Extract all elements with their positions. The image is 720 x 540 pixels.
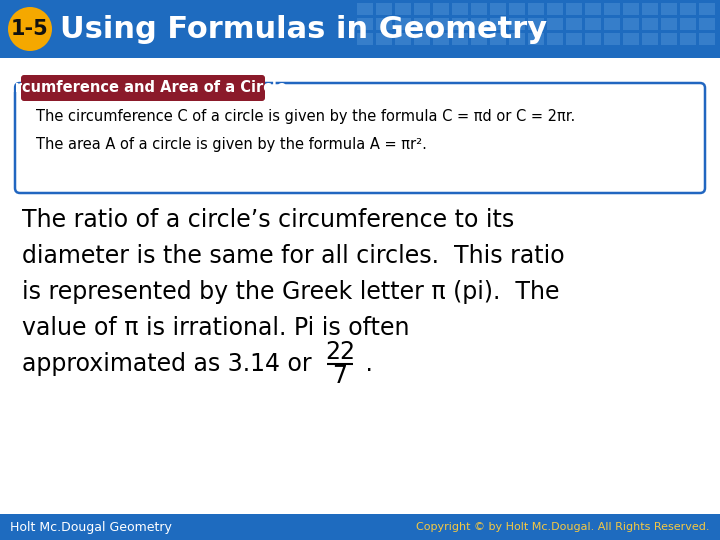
Bar — [528, 3, 544, 15]
Bar — [414, 33, 430, 45]
Bar — [509, 18, 525, 30]
Bar — [566, 33, 582, 45]
Bar — [680, 33, 696, 45]
Bar — [623, 33, 639, 45]
Bar — [661, 33, 677, 45]
Text: is represented by the Greek letter π (pi).  The: is represented by the Greek letter π (pi… — [22, 280, 559, 304]
Bar — [642, 3, 658, 15]
Bar — [490, 3, 506, 15]
Bar — [547, 18, 563, 30]
Bar — [604, 18, 620, 30]
Bar — [376, 33, 392, 45]
Bar — [547, 3, 563, 15]
Bar — [357, 33, 373, 45]
Bar — [395, 33, 411, 45]
Bar — [528, 33, 544, 45]
Text: .: . — [358, 352, 373, 376]
Text: diameter is the same for all circles.  This ratio: diameter is the same for all circles. Th… — [22, 244, 564, 268]
Text: 22: 22 — [325, 340, 355, 364]
Bar — [376, 18, 392, 30]
Bar — [566, 3, 582, 15]
Text: The area A of a circle is given by the formula A = πr².: The area A of a circle is given by the f… — [36, 137, 427, 152]
FancyBboxPatch shape — [21, 75, 265, 101]
Text: The ratio of a circle’s circumference to its: The ratio of a circle’s circumference to… — [22, 208, 514, 232]
Text: Using Formulas in Geometry: Using Formulas in Geometry — [60, 15, 547, 44]
Bar — [680, 18, 696, 30]
Bar — [471, 3, 487, 15]
Bar — [623, 18, 639, 30]
Bar — [623, 3, 639, 15]
Bar — [0, 514, 720, 540]
Bar — [395, 18, 411, 30]
FancyBboxPatch shape — [15, 83, 705, 193]
Text: The circumference C of a circle is given by the formula C = πd or C = 2πr.: The circumference C of a circle is given… — [36, 109, 575, 124]
Bar — [376, 3, 392, 15]
Text: 1-5: 1-5 — [11, 19, 49, 39]
Bar — [471, 33, 487, 45]
Bar — [414, 3, 430, 15]
Bar — [699, 18, 715, 30]
Bar — [699, 33, 715, 45]
Bar — [661, 18, 677, 30]
Bar — [604, 33, 620, 45]
Bar — [490, 18, 506, 30]
Bar — [604, 3, 620, 15]
Bar — [452, 18, 468, 30]
Text: Holt Mc.Dougal Geometry: Holt Mc.Dougal Geometry — [10, 521, 172, 534]
Bar — [471, 18, 487, 30]
Text: Copyright © by Holt Mc.Dougal. All Rights Reserved.: Copyright © by Holt Mc.Dougal. All Right… — [416, 522, 710, 532]
Bar — [414, 18, 430, 30]
Bar — [433, 33, 449, 45]
Bar — [357, 3, 373, 15]
Bar — [680, 3, 696, 15]
Text: approximated as 3.14 or: approximated as 3.14 or — [22, 352, 312, 376]
Bar — [661, 3, 677, 15]
Text: Circumference and Area of a Circle: Circumference and Area of a Circle — [0, 80, 287, 96]
Bar — [699, 3, 715, 15]
Bar — [509, 33, 525, 45]
Bar — [509, 3, 525, 15]
Bar — [395, 3, 411, 15]
Bar — [528, 18, 544, 30]
Bar — [585, 33, 601, 45]
Bar — [452, 33, 468, 45]
Bar — [490, 33, 506, 45]
Text: 7: 7 — [333, 364, 348, 388]
Bar — [642, 18, 658, 30]
Bar — [357, 18, 373, 30]
Bar — [433, 3, 449, 15]
Text: value of π is irrational. Pi is often: value of π is irrational. Pi is often — [22, 316, 410, 340]
Bar — [452, 3, 468, 15]
Bar — [547, 33, 563, 45]
Circle shape — [8, 7, 52, 51]
Bar — [585, 18, 601, 30]
Bar — [0, 0, 720, 58]
Bar — [566, 18, 582, 30]
Bar — [585, 3, 601, 15]
Bar — [642, 33, 658, 45]
Bar — [433, 18, 449, 30]
